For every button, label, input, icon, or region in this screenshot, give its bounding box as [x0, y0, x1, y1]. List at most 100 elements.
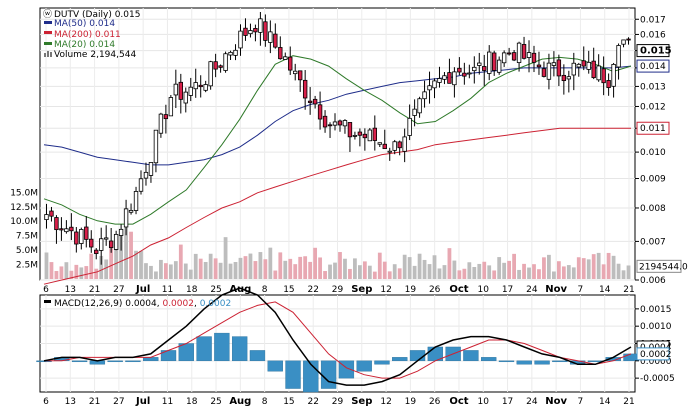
ma200-label: MA(200) 0.011 [54, 30, 121, 40]
volume-bar [183, 263, 188, 279]
volume-bar [542, 257, 546, 279]
volume-bar [129, 231, 133, 279]
x-tick-label-macd: 15 [283, 397, 294, 407]
volume-tick-label: 15.0M [10, 188, 38, 198]
volume-tick-label: 2.5M [16, 261, 38, 271]
x-tick-label: 7 [578, 285, 584, 295]
volume-bar [472, 266, 477, 279]
volume-bars [44, 227, 631, 279]
volume-bar [586, 259, 591, 279]
candle-body [556, 59, 562, 77]
candle-body [606, 80, 611, 89]
volume-bar [213, 258, 218, 279]
candle-body [103, 237, 109, 240]
candle-body [352, 134, 358, 137]
candle-body [382, 143, 387, 150]
candle-body [337, 120, 343, 126]
x-tick-label-macd: 13 [65, 397, 76, 407]
x-tick-label-macd: Aug [229, 396, 251, 407]
macd-hist-bar [498, 360, 515, 363]
volume-bar [596, 252, 601, 279]
candle-body [601, 68, 606, 84]
volume-bar [134, 250, 138, 279]
macd-highlight-label: 0.0002 [640, 350, 672, 360]
volume-tick-label: 5.0M [16, 246, 38, 256]
macd-hist-bar [125, 360, 141, 363]
x-tick-label: 21 [623, 285, 634, 295]
x-tick-label-macd: 18 [186, 397, 198, 407]
volume-bar [208, 253, 213, 279]
candle-body [268, 31, 273, 43]
volume-highlight-box [636, 259, 682, 273]
volume-bar [497, 257, 502, 279]
price-tick-label: 0.007 [640, 237, 666, 247]
x-tick-label-macd: 22 [307, 397, 318, 407]
candle-body [288, 56, 293, 71]
volume-bar [547, 254, 551, 279]
candle-body [69, 226, 74, 232]
x-tick-label: 21 [89, 285, 100, 295]
x-tick-label-macd: Jul [135, 396, 150, 407]
candle-body [248, 30, 253, 35]
volume-bar [163, 263, 168, 279]
volume-bar [188, 269, 193, 279]
volume-bar [412, 265, 417, 279]
candle-body [123, 208, 129, 228]
volume-bar [248, 253, 253, 279]
candle-body [462, 72, 467, 77]
candle-body [54, 217, 59, 231]
candle-body [546, 62, 552, 80]
candle-body [84, 226, 89, 240]
volume-bar [417, 253, 422, 279]
volume-bar [273, 270, 278, 279]
candle-body [332, 121, 338, 126]
volume-bar [427, 264, 432, 279]
macd-tick-label: -0.0005 [640, 374, 675, 384]
candle-body [452, 71, 457, 86]
x-tick-label-macd: 6 [43, 397, 49, 407]
volume-bar [502, 262, 507, 279]
x-tick-label-macd: Nov [545, 396, 567, 407]
volume-bar [44, 252, 49, 279]
macd-tick-label: 0.0015 [640, 305, 672, 315]
x-tick-label-macd: 29 [332, 397, 344, 407]
volume-bar [303, 256, 308, 279]
volume-bar [442, 265, 447, 279]
volume-tick-label: 12.5M [10, 203, 38, 213]
macd-hist-bar [623, 353, 639, 362]
volume-bar [343, 258, 347, 279]
x-tick-label: 27 [113, 285, 124, 295]
price-highlight-box [636, 44, 670, 58]
candle-body [402, 136, 407, 152]
candle-body [99, 238, 104, 251]
volume-bar [178, 244, 183, 279]
volume-bar [601, 264, 606, 279]
candle-body [447, 72, 452, 84]
volume-bar [218, 262, 223, 279]
legend: ⓦ DUTV (Daily) 0.015 MA(50) 0.014 MA(200… [43, 9, 140, 60]
volume-bar [467, 262, 472, 279]
x-tick-label-macd: Oct [449, 396, 468, 407]
candle-body [297, 70, 303, 81]
x-tick-label: 25 [210, 285, 221, 295]
candle-body [511, 52, 517, 61]
x-tick-label: 6 [43, 285, 49, 295]
candle-body [531, 52, 537, 63]
volume-bar [149, 265, 153, 279]
macd-hist-bar [285, 360, 301, 389]
volume-bar [119, 233, 123, 279]
volume-bar [323, 271, 327, 279]
macd-hist-bar [320, 360, 337, 389]
volume-bar [477, 263, 482, 279]
candle-body [392, 141, 397, 151]
macd-hist-bar [409, 350, 426, 362]
volume-bar [74, 264, 79, 279]
x-tick-label: 24 [526, 285, 538, 295]
candle-body [168, 97, 174, 117]
macd-main-line [43, 287, 632, 386]
volume-bar [84, 266, 89, 279]
volume-bar [372, 271, 377, 279]
macd-hist-bar [107, 360, 123, 363]
volume-bar [611, 255, 616, 279]
